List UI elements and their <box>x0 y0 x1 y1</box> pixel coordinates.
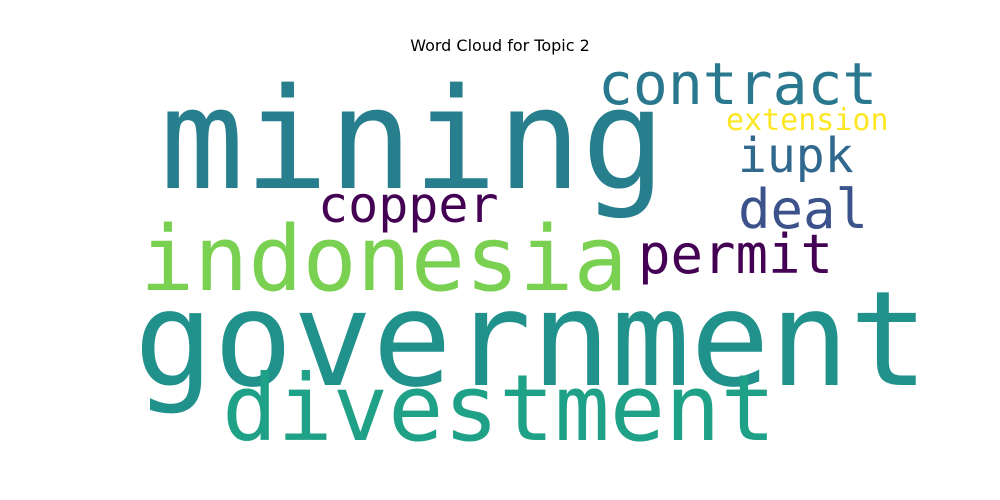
word-indonesia: indonesia <box>140 207 628 312</box>
word-deal: deal <box>738 178 868 241</box>
word-mining: mining <box>160 59 666 222</box>
word-government: government <box>134 263 929 417</box>
word-contract: contract <box>598 50 877 118</box>
word-permit: permit <box>638 223 833 286</box>
word-divestment: divestment <box>222 355 776 462</box>
word-copper: copper <box>318 176 499 234</box>
word-extension: extension <box>726 103 889 138</box>
chart-title: Word Cloud for Topic 2 <box>410 36 590 55</box>
word-iupk: iupk <box>738 128 854 184</box>
